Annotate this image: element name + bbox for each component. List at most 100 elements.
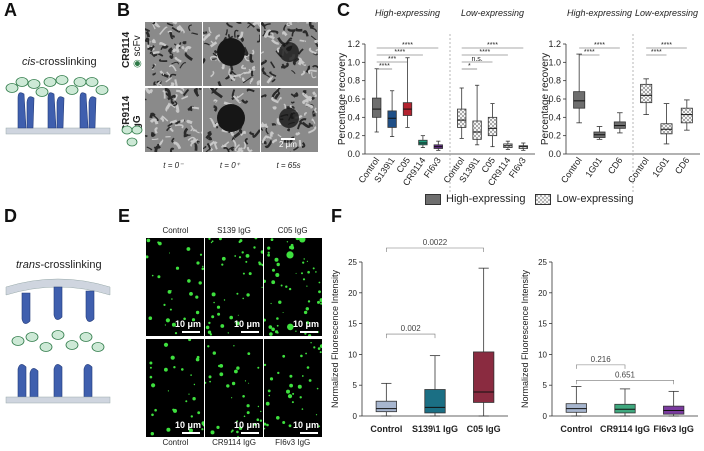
box (472, 120, 482, 140)
frap-image (203, 88, 260, 152)
panel-label-b: B (117, 0, 130, 20)
microscopy-image: 10 μm (146, 339, 204, 437)
micro-scalebar-label: 10 μm (174, 319, 201, 329)
significance-label: *** (388, 56, 396, 63)
y-tick-label: 0.2 (347, 131, 360, 141)
significance-label: 0.651 (615, 370, 636, 379)
significance-label: **** (651, 49, 662, 56)
frap-image (145, 22, 202, 86)
y-tick-label: 0.6 (548, 94, 561, 104)
microscopy-panel: Control S139 IgG C05 IgG 10 μm 10 μm 10 μm… (146, 226, 322, 451)
microscopy-image: 10 μm (264, 339, 322, 437)
box (372, 97, 382, 118)
row1-label: CR9114 ◉ scFv (121, 31, 143, 68)
box (424, 389, 446, 414)
legend-item-high: High-expressing (425, 193, 525, 205)
y-tick-label: 0.4 (548, 112, 561, 122)
micro-scalebar-label: 10 μm (233, 319, 260, 329)
significance-label: **** (479, 49, 490, 56)
frap-panel: CR9114 ◉ scFv CR9114 IgG 2 μm t = 0⁻ t =… (119, 18, 319, 178)
box (680, 107, 693, 124)
significance-label: n.s. (471, 56, 482, 63)
significance-bracket (386, 247, 484, 252)
x-tick-label: C05 IgG (467, 424, 501, 434)
y-tick-label: 15 (538, 320, 547, 329)
significance-label: 0.002 (401, 324, 422, 333)
x-tick-label: S139\1 IgG (412, 424, 458, 434)
box (375, 400, 397, 413)
legend-swatch-hatched (535, 193, 552, 205)
micro-label: CR9114 IgG (212, 438, 256, 447)
y-tick-label: 20 (538, 289, 547, 298)
x-tick-label: FI6v3 (422, 155, 443, 179)
y-tick-label: 5 (543, 381, 548, 390)
frap-scalebar: 2 μm (279, 138, 297, 149)
significance-label: 0.0022 (423, 238, 448, 247)
y-tick-label: 1.0 (347, 57, 360, 67)
frap-image (203, 22, 260, 86)
significance-label: * (468, 63, 471, 70)
micro-scalebar-label: 10 μm (174, 420, 201, 430)
frap-image (261, 22, 318, 86)
significance-label: **** (661, 42, 672, 49)
chart-f-right: 0 5 10 15 20 25 Normalized Fluorescence Intens… (520, 258, 698, 434)
box (387, 110, 397, 128)
y-tick-label: 15 (348, 320, 357, 329)
y-tick-label: 0.8 (347, 76, 360, 86)
x-tick-label: CD6 (673, 155, 692, 175)
micro-label: C05 IgG (277, 226, 308, 235)
x-tick-label: Control (559, 155, 584, 185)
group-label: Low-expressing (461, 8, 524, 18)
significance-label: **** (594, 42, 605, 49)
y-tick-label: 0.0 (548, 149, 561, 159)
panel-label-a: A (4, 0, 17, 20)
micro-scalebar-label: 10 μm (292, 420, 319, 430)
trans-crosslinking-diagram: trans-crosslinking (0, 245, 115, 415)
micro-label: FI6v3 IgG (275, 438, 311, 447)
significance-label: **** (487, 42, 498, 49)
cis-title: cis-crosslinking (22, 56, 97, 68)
micro-label: Control (162, 438, 189, 447)
significance-bracket (576, 379, 674, 385)
significance-label: **** (584, 49, 595, 56)
x-tick-label: FI6v3 IgG (653, 424, 694, 434)
significance-bracket (386, 333, 436, 339)
igg-antibody-icon (121, 125, 143, 147)
frap-image (145, 88, 202, 152)
panel-label-f: F (331, 206, 342, 226)
x-tick-label: Control (560, 424, 592, 434)
group-label: Low-expressing (635, 8, 698, 18)
trans-illustration (5, 278, 111, 404)
frap-time-labels: t = 0⁻ t = 0⁺ t = 65s (145, 161, 319, 170)
y-tick-label: 0 (543, 412, 548, 421)
box (573, 91, 586, 109)
y-tick-label: 0.8 (548, 76, 561, 86)
y-axis-label: Percentage recovery (337, 53, 348, 145)
microscopy-image: 10 μm (146, 238, 204, 336)
y-tick-label: 0 (353, 412, 358, 421)
time-label: t = 65s (276, 161, 301, 170)
group-label: High-expressing (567, 8, 632, 18)
micro-top-labels: Control S139 IgG C05 IgG (146, 226, 322, 235)
y-tick-label: 20 (348, 289, 357, 298)
y-tick-label: 0.2 (548, 131, 561, 141)
significance-bracket (576, 364, 626, 369)
y-axis-label: Percentage recovery (540, 53, 551, 145)
significance-label: **** (379, 63, 390, 70)
significance-label: **** (394, 49, 405, 56)
box (487, 116, 498, 137)
legend-c: High-expressing Low-expressing (425, 193, 634, 205)
y-tick-label: 10 (348, 350, 357, 359)
significance-label: **** (402, 42, 413, 49)
time-label: t = 0⁺ (219, 161, 240, 170)
legend-item-low: Low-expressing (535, 193, 634, 205)
y-tick-label: 0.0 (347, 149, 360, 159)
chart-c-left: 0.0 0.2 0.4 0.6 0.8 1.0 1.2 Percentage recovery… (337, 8, 535, 194)
y-tick-label: 25 (348, 258, 357, 267)
x-tick-label: Control (626, 155, 651, 185)
microscopy-image: 10 μm (205, 238, 263, 336)
x-tick-label: Control (370, 424, 402, 434)
x-tick-label: 1G01 (650, 155, 671, 179)
legend-swatch-solid (425, 193, 441, 205)
micro-scalebar-label: 10 μm (233, 420, 260, 430)
